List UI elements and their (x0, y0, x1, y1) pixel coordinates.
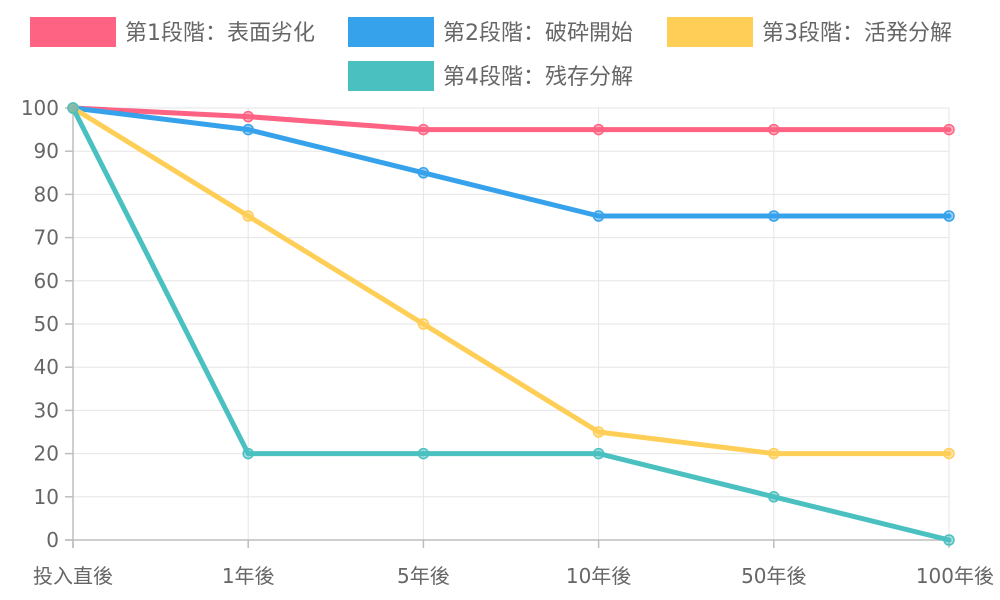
legend-label: 第1段階：表面劣化 (125, 21, 315, 46)
series-2 (70, 105, 952, 219)
series-2-points (67, 102, 955, 222)
legend-label: 第2段階：破砕開始 (443, 21, 633, 46)
data-point[interactable] (242, 110, 254, 123)
data-point[interactable] (417, 447, 430, 460)
axes: 0 10 20 30 40 50 60 70 80 90 100 投入直後 1年後 5年後 10年後 50年後… (21, 96, 994, 588)
legend-swatch (348, 61, 434, 91)
legend-label: 第3段階：活発分解 (762, 21, 952, 46)
data-point[interactable] (768, 210, 780, 222)
data-point[interactable] (943, 534, 955, 546)
y-tick-label: 80 (34, 182, 59, 206)
legend-item[interactable]: 第1段階：表面劣化 (30, 17, 315, 47)
y-tick-label: 0 (46, 528, 59, 552)
legend-swatch (667, 17, 753, 47)
series-3 (70, 105, 952, 457)
data-point[interactable] (943, 447, 955, 460)
data-point[interactable] (242, 123, 254, 136)
x-tick-label: 投入直後 (33, 564, 113, 588)
data-point[interactable] (417, 318, 430, 330)
data-point[interactable] (768, 491, 780, 503)
x-tick-label: 100年後 (916, 564, 994, 588)
series-4 (70, 105, 952, 543)
y-tick-label: 100 (21, 96, 59, 120)
series-line (70, 105, 952, 219)
data-point[interactable] (592, 447, 605, 460)
data-point[interactable] (943, 123, 955, 136)
y-tick-label: 60 (34, 269, 59, 293)
x-tick-label: 10年後 (566, 564, 631, 588)
series-line (70, 105, 952, 543)
grid (72, 107, 950, 541)
y-tick-label: 70 (34, 226, 59, 250)
series-4-points (67, 102, 955, 546)
data-point[interactable] (592, 426, 605, 438)
legend-item[interactable]: 第4段階：残存分解 (348, 61, 633, 91)
data-point[interactable] (768, 447, 780, 460)
series-3-points (67, 102, 955, 460)
legend-swatch (30, 17, 116, 47)
series-line (70, 105, 952, 457)
legend-swatch (348, 17, 434, 47)
data-point[interactable] (242, 210, 254, 222)
x-tick-label: 5年後 (397, 564, 450, 588)
data-point[interactable] (768, 123, 780, 136)
data-point[interactable] (67, 102, 79, 114)
x-tick-label: 50年後 (741, 564, 806, 588)
data-point[interactable] (592, 210, 605, 222)
y-tick-label: 10 (34, 485, 59, 509)
y-tick-label: 50 (34, 312, 59, 336)
data-point[interactable] (417, 167, 430, 179)
data-point[interactable] (943, 210, 955, 222)
legend-item[interactable]: 第2段階：破砕開始 (348, 17, 633, 47)
data-point[interactable] (417, 123, 430, 136)
series-group (67, 102, 955, 546)
y-tick-label: 20 (34, 442, 59, 466)
legend-item[interactable]: 第3段階：活発分解 (667, 17, 952, 47)
x-tick-label: 1年後 (222, 564, 275, 588)
data-point[interactable] (592, 123, 605, 136)
y-tick-label: 90 (34, 139, 59, 163)
y-tick-label: 40 (34, 355, 59, 379)
series-line (70, 105, 952, 133)
series-1 (70, 105, 952, 133)
y-tick-label: 30 (34, 398, 59, 422)
legend-label: 第4段階：残存分解 (443, 65, 633, 90)
data-point[interactable] (242, 447, 254, 460)
